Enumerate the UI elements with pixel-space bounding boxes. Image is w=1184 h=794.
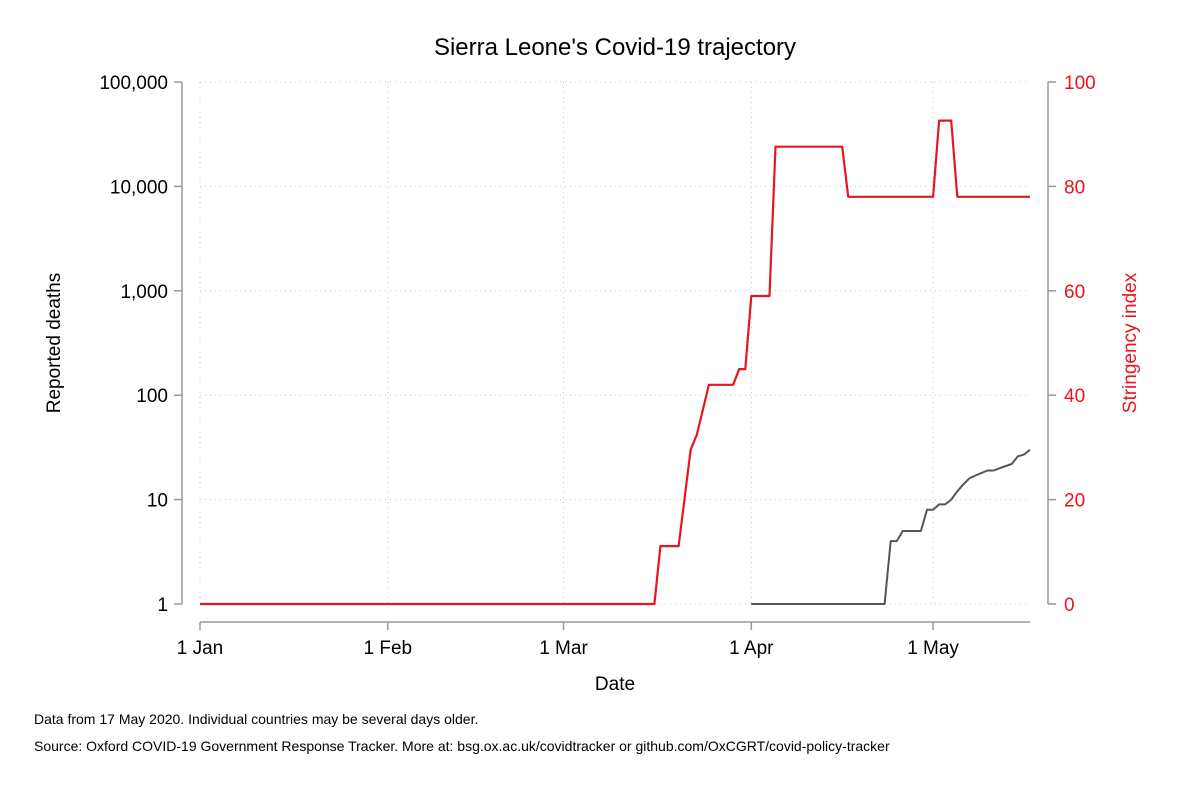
x-tick-label: 1 Feb: [364, 638, 413, 659]
footnote-data-date: Data from 17 May 2020. Individual countr…: [34, 711, 479, 727]
y-right-tick-label: 0: [1064, 595, 1075, 616]
y-right-tick-label: 80: [1064, 177, 1085, 198]
y-left-tick-label: 1: [157, 595, 168, 616]
chart-title: Sierra Leone's Covid-19 trajectory: [434, 34, 796, 61]
y-right-tick-label: 40: [1064, 386, 1085, 407]
y-left-tick-label: 100: [136, 386, 168, 407]
x-tick-label: 1 May: [907, 638, 959, 659]
x-tick-label: 1 Apr: [729, 638, 774, 659]
series-layer: [200, 119, 1031, 606]
x-tick-label: 1 Jan: [177, 638, 223, 659]
grid-lines: [199, 81, 1030, 605]
axes: 1 10 100 1,000 10,000 100,000 0 20 40 60 80 100 1 Ja…: [99, 73, 1095, 659]
series-line-deaths: [751, 449, 1031, 605]
series-line-stringency: [200, 119, 1030, 606]
y-left-tick-label: 100,000: [99, 73, 168, 94]
footnote-source: Source: Oxford COVID-19 Government Respo…: [34, 738, 890, 754]
y-right-axis-label: Stringency index: [1120, 272, 1141, 413]
y-left-tick-label: 10,000: [110, 177, 168, 198]
y-right-tick-label: 20: [1064, 491, 1085, 512]
y-left-tick-label: 1,000: [120, 282, 168, 303]
x-axis-label: Date: [595, 674, 635, 695]
y-left-tick-label: 10: [147, 491, 168, 512]
x-tick-label: 1 Mar: [539, 638, 588, 659]
y-left-axis-label: Reported deaths: [44, 273, 65, 414]
y-right-tick-label: 60: [1064, 282, 1085, 303]
y-right-tick-label: 100: [1064, 73, 1096, 94]
